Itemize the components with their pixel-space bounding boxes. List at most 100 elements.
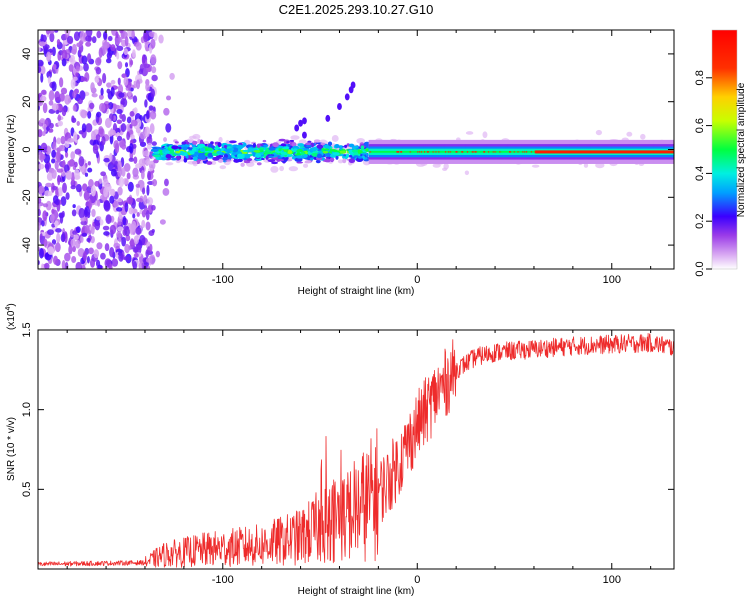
spectrogram-blob — [59, 77, 64, 88]
spectrogram-blob — [149, 123, 155, 135]
x-tick-label: -100 — [212, 574, 234, 586]
spectrogram-blob — [130, 220, 137, 232]
spectrogram-blob — [87, 111, 92, 119]
spectrogram-signal — [198, 154, 206, 160]
spectrogram-halo — [146, 142, 152, 150]
spectrogram-signal — [365, 148, 370, 152]
spectrogram-halo — [148, 167, 154, 172]
spectrogram-blob — [155, 250, 161, 258]
spectrogram-blob — [129, 59, 134, 66]
spectrogram-blob — [145, 221, 151, 231]
spectrogram-signal — [285, 157, 289, 160]
spectrogram-blob — [123, 48, 129, 56]
spectrogram-signal — [310, 147, 318, 152]
spectrogram-spur — [344, 93, 350, 101]
spectrogram-blob — [94, 180, 100, 187]
spectrogram-blob — [138, 68, 144, 75]
spectrogram-signal — [150, 148, 159, 152]
spectrogram-signal — [242, 149, 249, 153]
snr-frame — [37, 329, 675, 570]
spectrogram-signal — [183, 152, 188, 157]
spectrogram-blob — [38, 66, 42, 74]
spectrogram-blob — [116, 52, 120, 60]
spectrogram-blob — [151, 204, 156, 211]
spectrogram-blob — [143, 63, 151, 68]
colorbar-tick-label: 0.2 — [694, 214, 706, 229]
spectrogram-blob — [97, 264, 103, 269]
spectrogram-blob — [72, 90, 77, 99]
spectrogram-signal — [253, 150, 261, 153]
spectrogram-blob — [64, 94, 71, 105]
spectrogram-blob — [70, 238, 76, 247]
spectrogram-blob — [61, 49, 68, 60]
spectrogram-blob — [54, 242, 61, 253]
spectrogram-blob — [117, 61, 123, 70]
spectrogram-blob — [51, 103, 59, 111]
spectrogram-blob — [38, 46, 41, 52]
spectrogram-blob — [62, 231, 66, 242]
svg-text:(x104): (x104) — [5, 303, 17, 330]
spectrogram-signal — [296, 161, 304, 164]
spectrogram-spur — [302, 117, 307, 125]
spectrogram-blob — [39, 118, 45, 124]
spectrogram-blob — [78, 207, 85, 219]
spectrogram-blob — [126, 196, 134, 205]
snr-axes: -100 0 100 1.5 1.0 0.5 — [21, 322, 674, 586]
spectrogram-blob — [72, 104, 77, 112]
colorbar-gradient — [712, 30, 737, 269]
spectrogram-blob — [51, 81, 57, 92]
spectrogram-blob — [58, 189, 63, 197]
spectrogram-blob — [103, 41, 110, 46]
spectrogram-blob — [77, 97, 83, 105]
spectrogram-blob — [143, 194, 148, 206]
spectrogram-signal — [332, 152, 340, 156]
spectrogram-blob — [121, 167, 126, 177]
spectrogram-blob — [116, 45, 124, 52]
spectrogram-blob — [81, 264, 86, 269]
spectrogram-blob — [74, 148, 82, 155]
snr-ylabel: SNR (10 * v/v) — [6, 417, 17, 481]
snr-multiplier-close: ) — [6, 303, 17, 306]
spectrogram-signal — [256, 162, 262, 166]
spectrogram-blob — [46, 172, 54, 181]
spectrogram-blob — [42, 102, 48, 114]
spectrogram-blob — [123, 256, 131, 261]
spectrogram-signal — [267, 159, 276, 163]
spectrogram-blob — [150, 54, 157, 66]
spectrogram-signal — [296, 149, 301, 153]
x-tick-label: 0 — [414, 274, 420, 286]
spectrogram-signal — [304, 160, 312, 164]
spectrogram-blob — [52, 63, 57, 70]
spectrogram-blob — [51, 239, 57, 245]
spectrogram-blob — [74, 169, 80, 180]
spectrogram-blob — [126, 131, 131, 141]
spectrogram-signal — [243, 160, 251, 164]
spectrogram-blob — [150, 110, 157, 120]
spectrogram-blob — [135, 79, 141, 90]
spectrogram-blob — [59, 212, 64, 224]
spectrogram-blob — [86, 53, 92, 63]
spectrogram-halo — [298, 139, 307, 144]
snr-multiplier: (x104) — [5, 303, 17, 330]
spectrogram-blob — [110, 129, 116, 136]
spectrogram-signal — [276, 145, 284, 149]
spectrogram-signal — [171, 145, 179, 150]
spectrogram-blob — [108, 263, 113, 269]
spectrogram-spur — [294, 124, 300, 132]
x-tick-label: 0 — [414, 574, 420, 586]
spectrogram-blob — [75, 239, 81, 249]
spectrogram-blob — [38, 185, 45, 194]
spectrogram-blob — [162, 187, 170, 196]
spectrogram-signal — [240, 162, 245, 167]
spectrogram-blob — [49, 32, 55, 43]
spectrogram-halo — [356, 137, 366, 144]
spectrogram-blob — [71, 115, 75, 123]
spectrogram-blob — [95, 215, 102, 221]
spectrogram-signal — [339, 145, 343, 150]
spectrogram-marks — [38, 30, 674, 269]
spectrogram-blob — [141, 219, 146, 229]
spectrogram-blob — [51, 46, 56, 57]
spectrogram-blob — [38, 208, 41, 217]
colorbar-tick-label: 0.6 — [694, 118, 706, 133]
spectrogram-signal — [175, 150, 181, 154]
